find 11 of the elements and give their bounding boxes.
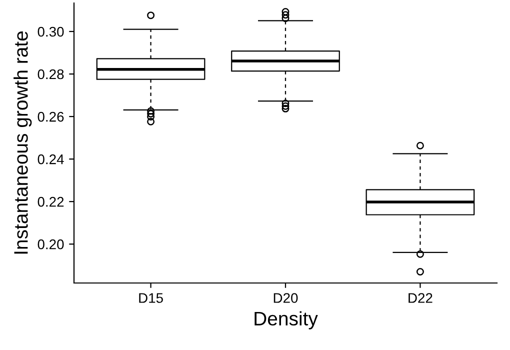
- y-tick-label: 0.26: [38, 112, 64, 122]
- y-tick-label: 0.20: [38, 239, 64, 250]
- x-tick-label: D20: [274, 293, 298, 303]
- x-tick-label: D15: [139, 293, 163, 303]
- y-tick-label: 0.30: [38, 26, 64, 37]
- y-tick-label: 0.22: [38, 196, 64, 207]
- x-axis-title: Density: [254, 311, 318, 330]
- y-axis-title: Instantaneous growth rate: [14, 31, 32, 254]
- y-tick-label: 0.28: [38, 69, 64, 80]
- y-tick-label: 0.24: [38, 154, 64, 164]
- x-tick-label: D22: [408, 293, 432, 303]
